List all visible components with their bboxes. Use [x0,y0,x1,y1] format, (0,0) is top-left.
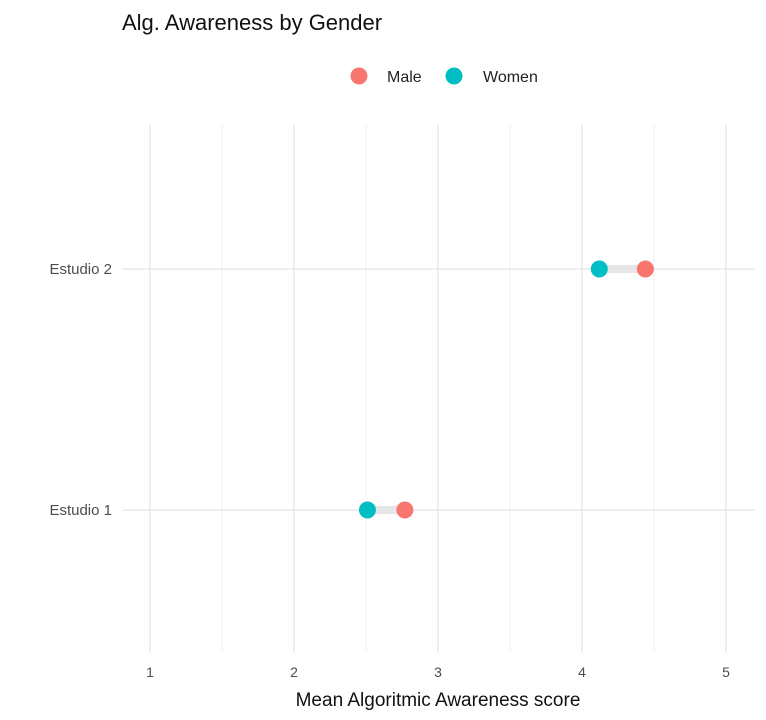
legend-key-women [445,67,463,85]
y-axis-ticks: Estudio 1 Estudio 2 [49,261,112,519]
x-tick-label: 1 [146,664,154,680]
y-tick-label: Estudio 2 [49,261,112,278]
legend-label-women: Women [483,69,538,86]
x-tick-label: 4 [578,664,586,680]
point-male [396,501,414,519]
grid [123,125,755,653]
y-tick-label: Estudio 1 [49,502,112,519]
legend-key-male [350,67,368,85]
points [358,260,654,519]
point-women [358,501,376,519]
segments [367,265,646,514]
legend-label-male: Male [387,69,422,86]
point-male [636,260,654,278]
point-women [590,260,608,278]
x-axis-label: Mean Algoritmic Awareness score [296,690,581,711]
x-tick-label: 5 [722,664,730,680]
chart-title: Alg. Awareness by Gender [122,10,382,35]
x-axis-ticks: 1 2 3 4 5 [146,664,730,680]
x-tick-label: 2 [290,664,298,680]
legend: Male Women [350,67,538,86]
x-tick-label: 3 [434,664,442,680]
